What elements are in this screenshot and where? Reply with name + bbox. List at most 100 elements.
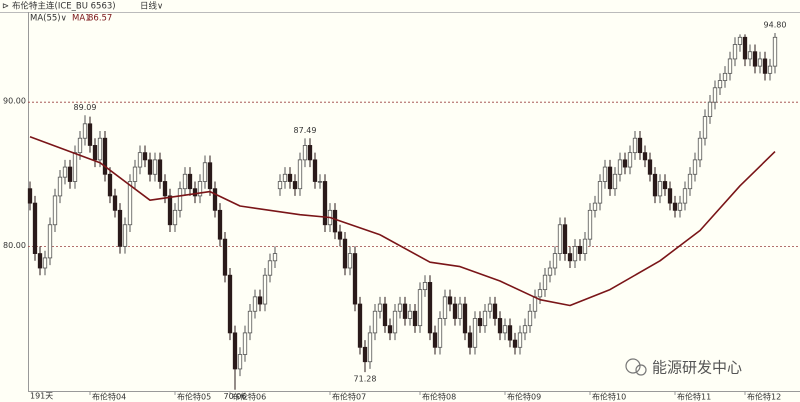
candle-body	[237, 354, 243, 370]
candle-body	[412, 310, 418, 327]
ma-name: MA1	[72, 14, 91, 24]
candle-body	[337, 231, 343, 240]
candle-body	[522, 325, 528, 334]
y-tick-label: 80.00	[3, 241, 26, 250]
candle-body	[472, 318, 478, 348]
candle-body	[357, 303, 363, 348]
candle-body	[362, 346, 368, 363]
candle-body	[387, 325, 393, 334]
candle-body	[212, 188, 218, 211]
candle-body	[447, 296, 453, 305]
candle-body	[467, 332, 473, 348]
candle-body	[207, 162, 213, 190]
candle-body	[267, 260, 273, 276]
candle-body	[542, 274, 548, 291]
candle-body	[287, 173, 293, 182]
candle-body	[462, 303, 468, 334]
candle-body	[567, 253, 573, 262]
candle-body	[122, 224, 128, 247]
candle-body	[432, 332, 438, 348]
candle-body	[332, 209, 338, 233]
candle-body	[87, 123, 93, 146]
candle-body	[602, 166, 608, 182]
x-tick-label: 布伦特09	[507, 392, 541, 402]
candle-body	[147, 159, 153, 175]
x-tick-label: 布伦特12	[747, 392, 781, 402]
candle-body	[427, 282, 433, 334]
candle-body	[642, 152, 648, 161]
candle-body	[252, 296, 258, 312]
candle-body	[382, 303, 388, 327]
candle-body	[217, 209, 223, 240]
candle-body	[27, 188, 33, 204]
candles	[27, 32, 778, 390]
ma-line	[29, 136, 776, 307]
candle-body	[372, 310, 378, 334]
candle-body	[652, 173, 658, 197]
candle-body	[157, 159, 163, 182]
candle-body	[282, 173, 288, 182]
candle-body	[322, 181, 328, 226]
candle-body	[222, 238, 228, 276]
candle-body	[227, 274, 233, 334]
candle-body	[202, 162, 208, 182]
candle-body	[352, 253, 358, 305]
candle-body	[102, 137, 108, 175]
candle-body	[712, 87, 718, 103]
candle-body	[367, 332, 373, 363]
candle-body	[302, 145, 308, 161]
candle-body	[242, 332, 248, 355]
candle-body	[752, 51, 758, 67]
candle-body	[692, 159, 698, 175]
candle-body	[682, 188, 688, 204]
candle-body	[667, 188, 673, 204]
candle-body	[442, 296, 448, 319]
candle-body	[507, 325, 513, 341]
candle-body	[607, 166, 613, 190]
candle-body	[587, 209, 593, 240]
candle-body	[137, 152, 143, 168]
candle-body	[47, 224, 53, 259]
candle-body	[107, 173, 113, 197]
candle-body	[482, 310, 488, 327]
candle-body	[497, 318, 503, 334]
candle-body	[162, 181, 168, 197]
candle-body	[77, 137, 83, 154]
symbol: 布伦特主连(ICE_BU 6563)	[12, 1, 116, 12]
candle-body	[277, 181, 283, 190]
candle-body	[72, 152, 78, 182]
candle-body	[232, 332, 238, 370]
candle-body	[707, 101, 713, 118]
candle-body	[132, 166, 138, 182]
candle-body	[477, 318, 483, 327]
x-tick-label: 布伦特05	[177, 392, 211, 402]
candle-body	[742, 36, 748, 60]
candle-body	[627, 152, 633, 168]
period-count: 191天	[30, 392, 53, 401]
x-tick-label: 布伦特08	[422, 392, 456, 402]
candle-body	[437, 318, 443, 348]
candle-body	[417, 289, 423, 327]
candle-body	[317, 181, 323, 183]
candle-body	[727, 58, 733, 74]
candle-body	[312, 159, 318, 182]
candle-body	[167, 195, 173, 226]
indicator-select[interactable]: MA(55)∨	[30, 14, 67, 24]
candle-body	[152, 159, 158, 175]
candle-body	[582, 238, 588, 254]
candle-body	[407, 310, 413, 319]
candle-body	[767, 65, 773, 74]
candle-body	[537, 289, 543, 298]
candle-body	[527, 310, 533, 327]
candle-body	[272, 253, 278, 262]
candle-body	[127, 181, 133, 226]
candle-body	[737, 36, 743, 45]
candle-body	[37, 253, 43, 269]
x-tick-label: 布伦特04	[92, 392, 126, 402]
watermark-icon-circle	[635, 364, 647, 376]
candle-body	[292, 181, 298, 190]
candle-body	[82, 123, 88, 139]
candle-body	[572, 245, 578, 262]
candle-body	[612, 173, 618, 190]
period-select[interactable]: 日线∨	[140, 1, 163, 12]
